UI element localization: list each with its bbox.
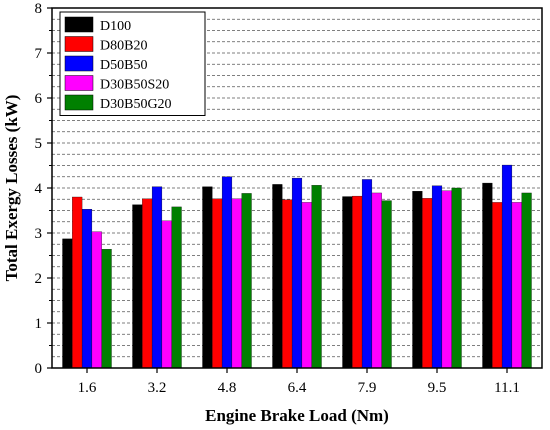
legend-swatch-d30b50g20 <box>64 94 94 111</box>
legend-swatch-d100 <box>64 16 94 33</box>
legend-label-d80b20: D80B20 <box>100 39 147 54</box>
bar-d100-1-6 <box>62 238 73 369</box>
x-axis: 1.6 3.2 4.8 6.4 7.9 9.5 11.1 <box>78 368 520 396</box>
bar-d50b50-4-8 <box>221 176 233 369</box>
y-tick-label: 5 <box>35 136 43 152</box>
y-tick-label: 4 <box>35 181 43 197</box>
bar-d80b20-11-1 <box>492 202 503 369</box>
legend-swatch-d30b50s20 <box>64 75 94 91</box>
bar-d100-6-4 <box>272 184 283 369</box>
bar-d30b50s20-1-6 <box>91 231 102 369</box>
x-tick-label: 11.1 <box>494 380 520 396</box>
bar-d50b50-7-9 <box>361 179 373 369</box>
x-tick-label: 9.5 <box>428 380 447 396</box>
x-axis-title: Engine Brake Load (Nm) <box>205 406 389 425</box>
bar-d80b20-7-9 <box>352 195 363 369</box>
bar-d30b50g20-7-9 <box>381 200 392 369</box>
bar-d30b50s20-7-9 <box>371 192 382 369</box>
bar-d30b50g20-4-8 <box>241 193 252 369</box>
y-tick-label: 7 <box>35 46 43 62</box>
y-tick-label: 3 <box>35 226 43 242</box>
x-tick-label: 7.9 <box>358 380 377 396</box>
bar-d50b50-11-1 <box>501 164 513 369</box>
bar-d80b20-4-8 <box>212 198 223 369</box>
bar-d100-9-5 <box>412 190 423 369</box>
bar-d100-7-9 <box>342 196 353 369</box>
bar-d30b50s20-9-5 <box>441 190 452 369</box>
bar-d30b50g20-6-4 <box>311 185 322 369</box>
bar-d80b20-1-6 <box>72 196 83 369</box>
y-axis-title: Total Exergy Losses (kW) <box>2 95 21 282</box>
bar-d30b50g20-1-6 <box>101 249 112 369</box>
bar-d80b20-9-5 <box>422 198 433 369</box>
bar-d80b20-3-2 <box>142 198 153 369</box>
x-tick-label: 6.4 <box>288 380 307 396</box>
x-tick-label: 1.6 <box>78 380 97 396</box>
bar-d30b50s20-11-1 <box>511 202 522 369</box>
y-tick-label: 0 <box>35 361 43 377</box>
legend-label-d100: D100 <box>100 19 131 34</box>
bar-d100-11-1 <box>482 182 493 369</box>
bar-d30b50g20-11-1 <box>521 192 532 369</box>
bar-d80b20-6-4 <box>282 199 293 369</box>
bar-d30b50s20-6-4 <box>301 202 312 369</box>
bar-d30b50g20-9-5 <box>451 187 462 369</box>
x-tick-label: 3.2 <box>148 380 167 396</box>
legend: D100 D80B20 D50B50 D30B50S20 D30B50G20 <box>59 11 206 116</box>
bar-d50b50-3-2 <box>151 186 163 369</box>
x-tick-label: 4.8 <box>218 380 237 396</box>
y-tick-label: 2 <box>35 271 43 287</box>
bar-d100-4-8 <box>202 186 213 369</box>
legend-swatch-d50b50 <box>64 55 94 72</box>
bar-d30b50s20-4-8 <box>231 198 242 369</box>
legend-label-d30b50s20: D30B50S20 <box>100 78 169 93</box>
bar-d30b50s20-3-2 <box>161 220 172 369</box>
bar-d50b50-9-5 <box>431 185 443 369</box>
bar-d100-3-2 <box>132 204 143 369</box>
y-axis: 0 1 2 3 4 5 6 7 8 <box>35 1 52 377</box>
legend-swatch-d80b20 <box>64 36 94 52</box>
bar-d50b50-6-4 <box>291 177 303 369</box>
legend-label-d30b50g20: D30B50G20 <box>100 97 172 112</box>
legend-label-d50b50: D50B50 <box>100 58 147 73</box>
bar-d30b50g20-3-2 <box>171 206 182 369</box>
y-tick-label: 8 <box>35 1 43 17</box>
bar-d50b50-1-6 <box>81 208 93 369</box>
bars <box>62 164 532 369</box>
y-tick-label: 1 <box>35 316 43 332</box>
y-tick-label: 6 <box>35 91 43 107</box>
